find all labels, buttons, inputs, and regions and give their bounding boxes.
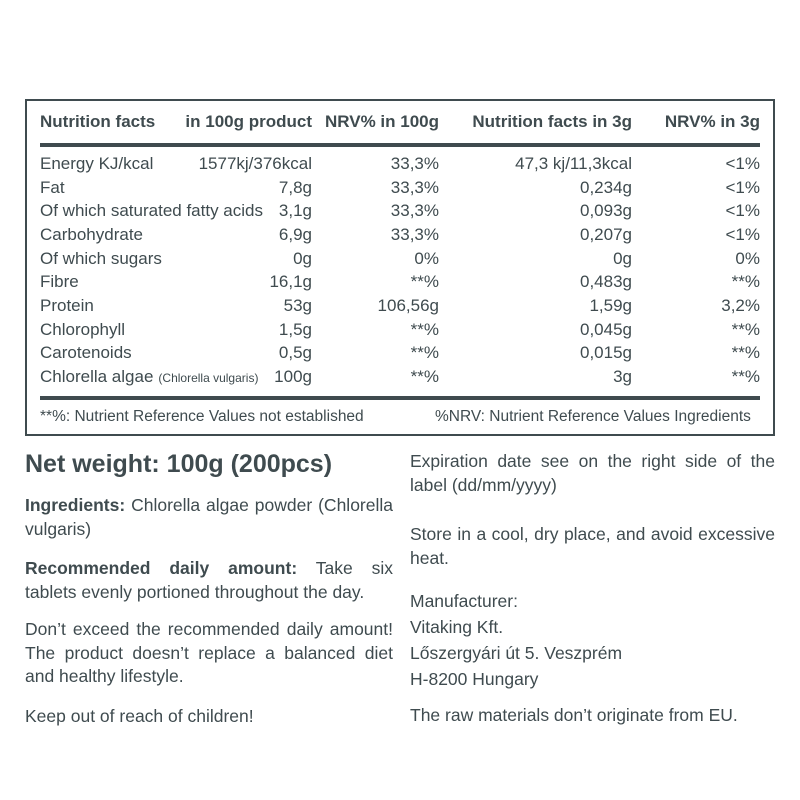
nrv-per-3g: **%: [731, 367, 760, 387]
value-per-100g: 53g: [283, 295, 312, 315]
nutrient-name: Of which saturated fatty acids: [40, 201, 263, 221]
value-per-3g: 0g: [613, 248, 632, 268]
value-per-3g: 47,3 kj/11,3kcal: [515, 153, 632, 173]
ingredients-text: Chlorella algae powder (Chlorella vulgar…: [25, 495, 393, 539]
header-divider-rule: [40, 143, 760, 147]
nrv-per-3g: **%: [731, 272, 760, 292]
nrv-per-3g: 0%: [735, 248, 760, 268]
value-per-100g: 100g: [274, 367, 312, 387]
recommended-daily-amount-paragraph: Recommended daily amount: Take six table…: [25, 557, 393, 604]
nrv-per-100g: 0%: [414, 248, 439, 268]
nrv-per-100g: 106,56g: [377, 295, 439, 315]
table-header-row: Nutrition facts in 100g product NRV% in …: [27, 101, 773, 143]
footer-divider-rule: [40, 395, 760, 400]
value-per-100g: 16,1g: [269, 272, 312, 292]
recommended-daily-amount-label: Recommended daily amount:: [25, 558, 298, 578]
nutrient-name: Fat: [40, 177, 65, 197]
value-per-100g: 6,9g: [278, 224, 312, 244]
table-row-carotenoids: Carotenoids 0,5g **% 0,015g **%: [27, 342, 773, 366]
nutrient-name: Energy KJ/kcal: [40, 153, 154, 173]
nrv-per-100g: 33,3%: [390, 201, 439, 221]
manufacturer-block: Manufacturer: Vitaking Kft. Lőszergyári …: [410, 588, 775, 692]
nutrient-name: Of which sugars: [40, 248, 162, 268]
table-row-fat: Fat 7,8g 33,3% 0,234g <1%: [27, 176, 773, 200]
nrv-per-100g: **%: [410, 319, 439, 339]
ingredients-label: Ingredients:: [25, 495, 126, 515]
info-left-column: Net weight: 100g (200pcs) Ingredients: C…: [25, 450, 393, 728]
recommended-daily-amount-text: Take six tablets evenly portioned throug…: [25, 558, 394, 602]
nrv-per-100g: **%: [410, 343, 439, 363]
storage-instructions: Store in a cool, dry place, and avoid ex…: [410, 524, 775, 568]
nrv-per-3g: <1%: [725, 177, 761, 197]
net-weight-heading: Net weight: 100g (200pcs): [25, 450, 333, 478]
nutrient-latin-name: (Chlorella vulgaris): [158, 371, 259, 386]
nrv-per-100g: 33,3%: [390, 177, 439, 197]
value-per-3g: 0,234g: [580, 177, 632, 197]
table-row-fibre: Fibre 16,1g **% 0,483g **%: [27, 270, 773, 294]
nutrient-name: Carbohydrate: [40, 224, 144, 244]
table-row-chlorophyll: Chlorophyll 1,5g **% 0,045g **%: [27, 318, 773, 342]
value-per-100g: 1577kj/376kcal: [198, 153, 312, 173]
nrv-per-100g: 33,3%: [390, 153, 439, 173]
dont-exceed-warning: Don’t exceed the recommended daily amoun…: [25, 619, 393, 686]
nutrient-name: Fibre: [40, 272, 79, 292]
nutrition-facts-table: Nutrition facts in 100g product NRV% in …: [25, 99, 775, 436]
value-per-3g: 0,207g: [580, 224, 632, 244]
nrv-per-100g: 33,3%: [390, 224, 439, 244]
nrv-per-100g: **%: [410, 367, 439, 387]
table-row-protein: Protein 53g 106,56g 1,59g 3,2%: [27, 294, 773, 318]
value-per-100g: 0,5g: [278, 343, 312, 363]
header-per-100g: in 100g product: [185, 112, 312, 131]
manufacturer-city: H-8200 Hungary: [410, 669, 539, 689]
header-nutrition-facts: Nutrition facts: [40, 112, 156, 131]
footnote-nrv-ingredients: %NRV: Nutrient Reference Values Ingredie…: [435, 407, 751, 425]
table-row-carbohydrate: Carbohydrate 6,9g 33,3% 0,207g <1%: [27, 223, 773, 247]
table-row-saturated-fat: Of which saturated fatty acids 3,1g 33,3…: [27, 199, 773, 223]
header-nrv-100g: NRV% in 100g: [324, 112, 439, 131]
table-row-energy: Energy KJ/kcal 1577kj/376kcal 33,3% 47,3…: [27, 152, 773, 176]
keep-out-of-reach-warning: Keep out of reach of children!: [25, 705, 254, 726]
value-per-3g: 0,483g: [580, 272, 632, 292]
nutrient-name: Protein: [40, 295, 94, 315]
table-body: Energy KJ/kcal 1577kj/376kcal 33,3% 47,3…: [27, 147, 773, 396]
value-per-100g: 1,5g: [278, 319, 312, 339]
table-row-chlorella-algae: Chlorella algae (Chlorella vulgaris) 100g…: [27, 365, 773, 389]
table-row-sugars: Of which sugars 0g 0% 0g 0%: [27, 247, 773, 271]
raw-materials-note: The raw materials don’t originate from E…: [410, 705, 738, 725]
value-per-3g: 0,045g: [580, 319, 632, 339]
footnote-nrv-not-established: **%: Nutrient Reference Values not estab…: [40, 407, 364, 425]
manufacturer-street: Lőszergyári út 5. Veszprém: [410, 643, 623, 663]
manufacturer-label: Manufacturer:: [410, 591, 518, 611]
nrv-per-3g: <1%: [725, 201, 761, 221]
value-per-100g: 7,8g: [278, 177, 312, 197]
nrv-per-3g: <1%: [725, 224, 761, 244]
value-per-100g: 0g: [293, 248, 312, 268]
label-info-section: Net weight: 100g (200pcs) Ingredients: C…: [25, 450, 775, 728]
nutrient-name: Chlorella algae: [40, 367, 154, 387]
ingredients-paragraph: Ingredients: Chlorella algae powder (Chl…: [25, 494, 393, 541]
value-per-3g: 0,093g: [580, 201, 632, 221]
nrv-per-3g: 3,2%: [721, 295, 760, 315]
nrv-per-3g: **%: [731, 319, 760, 339]
manufacturer-name: Vitaking Kft.: [410, 617, 504, 637]
table-footnotes: **%: Nutrient Reference Values not estab…: [27, 400, 773, 434]
value-per-3g: 3g: [613, 367, 632, 387]
expiration-date-note: Expiration date see on the right side of…: [410, 451, 775, 495]
value-per-3g: 1,59g: [589, 295, 632, 315]
nrv-per-3g: <1%: [725, 153, 761, 173]
value-per-3g: 0,015g: [580, 343, 632, 363]
nutrient-name: Carotenoids: [40, 343, 132, 363]
nrv-per-3g: **%: [731, 343, 760, 363]
header-nrv-3g: NRV% in 3g: [664, 112, 760, 131]
nutrient-name: Chlorophyll: [40, 319, 126, 339]
nrv-per-100g: **%: [410, 272, 439, 292]
header-per-3g: Nutrition facts in 3g: [472, 112, 632, 131]
info-right-column: Expiration date see on the right side of…: [410, 450, 775, 728]
value-per-100g: 3,1g: [278, 201, 312, 221]
